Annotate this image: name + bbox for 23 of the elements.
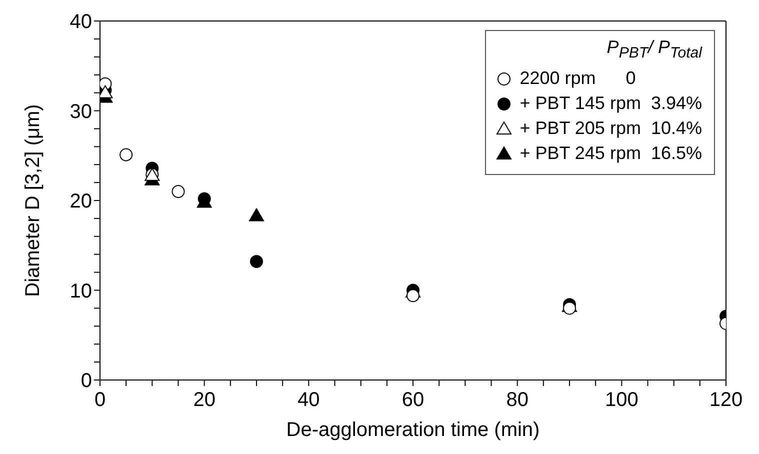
legend-label: + PBT 145 rpm 3.94% [520, 92, 702, 115]
point [563, 302, 576, 315]
point [406, 289, 420, 302]
x-tick-label: 60 [402, 389, 424, 412]
legend-label: + PBT 205 rpm 10.4% [520, 116, 702, 140]
x-tick-label: 0 [94, 389, 106, 412]
point [250, 255, 263, 268]
legend-title: P$_{PBT}$/ P$_{Total}$ [606, 36, 702, 64]
y-tick-label: 40 [70, 11, 92, 34]
x-tick-label: 20 [193, 389, 216, 412]
point [249, 208, 264, 222]
y-tick-label: 30 [70, 100, 92, 123]
legend-label: + PBT 245 rpm 16.5% [520, 142, 702, 165]
x-tick-label: 80 [506, 389, 528, 412]
y-tick-label: 10 [70, 280, 92, 302]
x-axis-title: De-agglomeration time (min) [286, 419, 540, 441]
x-tick-label: 120 [709, 389, 743, 412]
x-tick-label: 40 [298, 389, 320, 412]
y-axis-title: Diameter D [3,2] (μm) [22, 104, 44, 297]
x-tick-label: 100 [604, 389, 638, 412]
y-tick-label: 20 [70, 190, 92, 213]
y-tick-label: 0 [80, 370, 92, 392]
legend-label: 2200 rpm 0 [520, 66, 636, 90]
